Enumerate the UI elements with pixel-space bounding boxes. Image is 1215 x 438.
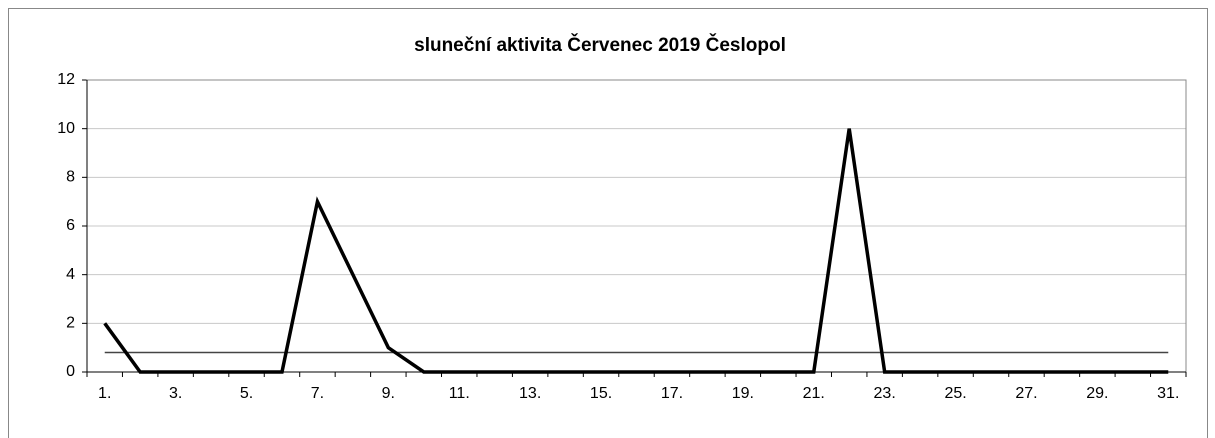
x-tick-label: 9.: [382, 385, 395, 402]
x-tick-label: 5.: [240, 385, 253, 402]
y-tick-label: 0: [66, 363, 75, 380]
x-tick-label: 25.: [944, 385, 966, 402]
x-tick-label: 17.: [661, 385, 683, 402]
data-line: [103, 128, 1169, 374]
x-tick-label: 3.: [169, 385, 182, 402]
x-tick-label: 21.: [803, 385, 825, 402]
x-tick-label: 11.: [449, 385, 470, 402]
y-tick-label: 2: [66, 315, 75, 332]
x-tick-label: 1.: [98, 385, 111, 402]
x-tick-label: 31.: [1157, 385, 1179, 402]
x-tick-label: 19.: [732, 385, 754, 402]
x-tick-label: 7.: [311, 385, 324, 402]
y-tick-label: 10: [57, 120, 75, 137]
x-tick-label: 23.: [874, 385, 896, 402]
x-tick-label: 15.: [590, 385, 612, 402]
y-tick-label: 8: [66, 169, 75, 186]
x-tick-label: 29.: [1086, 385, 1108, 402]
y-tick-label: 6: [66, 217, 75, 234]
x-tick-label: 27.: [1015, 385, 1037, 402]
chart-title: sluneční aktivita Červenec 2019 Česlopol: [414, 34, 786, 56]
y-tick-label: 12: [57, 71, 75, 88]
y-tick-label: 4: [66, 266, 75, 283]
x-tick-label: 13.: [519, 385, 541, 402]
